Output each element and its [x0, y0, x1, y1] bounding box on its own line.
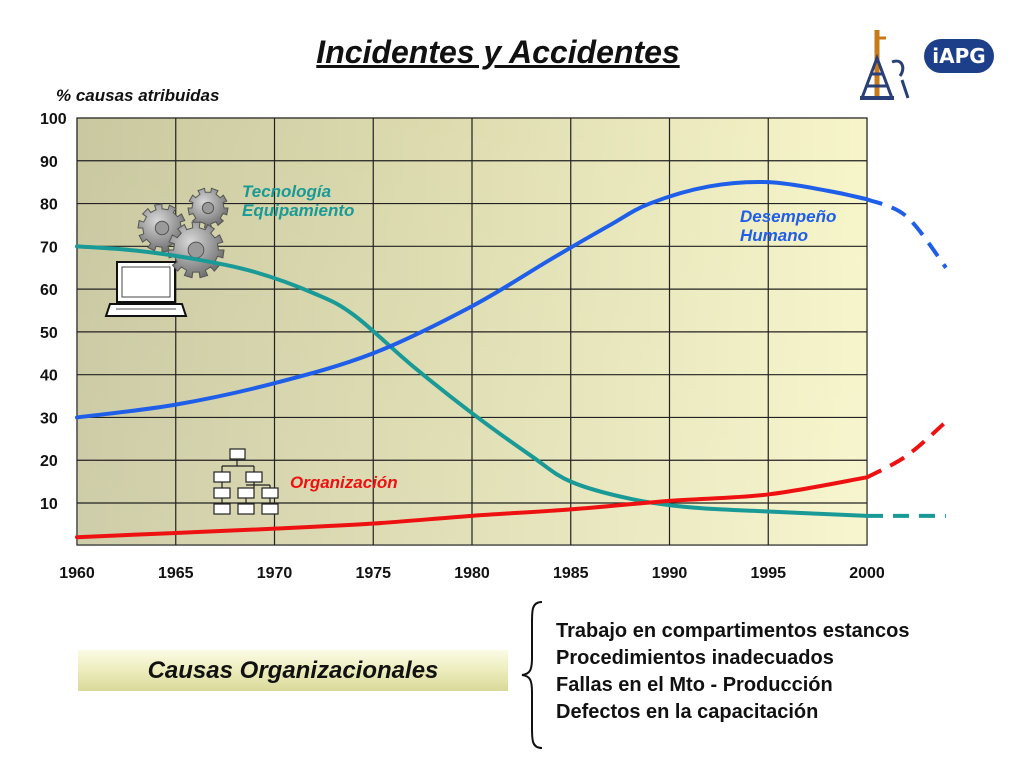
series-label: Tecnología Equipamiento: [242, 182, 354, 220]
company-logo-tower: [859, 30, 910, 100]
x-tick-label: 1995: [750, 565, 786, 582]
computer-icon: [104, 261, 188, 317]
x-tick-label: 1965: [158, 565, 194, 582]
y-tick-label: 30: [40, 410, 58, 427]
y-tick-label: 10: [40, 496, 58, 513]
x-tick-label: 2000: [849, 565, 885, 582]
x-tick-label: 1980: [454, 565, 490, 582]
causas-organizacionales-box: Causas Organizacionales: [78, 650, 508, 691]
series-projection-desempeno-humano: [866, 197, 948, 269]
y-tick-label: 60: [40, 282, 58, 299]
y-tick-labels: 10 20 30 40 50 60 70 80 90 100: [40, 111, 67, 513]
curly-brace: [521, 601, 543, 749]
cause-item: Defectos en la capacitación: [556, 701, 819, 723]
y-axis-label: % causas atribuidas: [56, 86, 220, 105]
y-tick-label: 70: [40, 239, 58, 256]
org-chart-icon: [213, 448, 279, 515]
y-tick-label: 90: [40, 154, 58, 171]
series-label: Desempeño Humano: [740, 207, 836, 245]
y-tick-label: 80: [40, 197, 58, 214]
series-line-organizacion: [75, 475, 869, 540]
x-tick-label: 1990: [652, 565, 688, 582]
causes-list: Trabajo en compartimentos estancos Proce…: [556, 618, 909, 726]
y-tick-label: 50: [40, 325, 58, 342]
series-line-tecnologia-equipamiento: [75, 244, 869, 518]
x-tick-label: 1985: [553, 565, 589, 582]
y-tick-label: 100: [40, 111, 67, 128]
logo-text: iAPG: [932, 44, 986, 68]
causas-label: Causas Organizacionales: [147, 656, 439, 684]
gears-icon: [137, 187, 229, 279]
x-tick-label: 1975: [355, 565, 391, 582]
series-line-desempeno-humano: [75, 179, 869, 420]
y-tick-label: 20: [40, 453, 58, 470]
iapg-logo: iAPG: [924, 39, 994, 73]
cause-item: Procedimientos inadecuados: [556, 647, 834, 669]
x-tick-label: 1960: [59, 565, 95, 582]
page-title: Incidentes y Accidentes: [316, 34, 680, 70]
cause-item: Trabajo en compartimentos estancos: [556, 620, 910, 642]
x-tick-labels: 1960 1965 1970 1975 1980 1985 1990 1995 2000: [59, 565, 885, 582]
x-tick-label: 1970: [257, 565, 293, 582]
y-tick-label: 40: [40, 368, 58, 385]
series-label: Organización: [290, 473, 398, 492]
series-projection-organizacion: [866, 420, 948, 480]
cause-item: Fallas en el Mto - Producción: [556, 674, 833, 696]
